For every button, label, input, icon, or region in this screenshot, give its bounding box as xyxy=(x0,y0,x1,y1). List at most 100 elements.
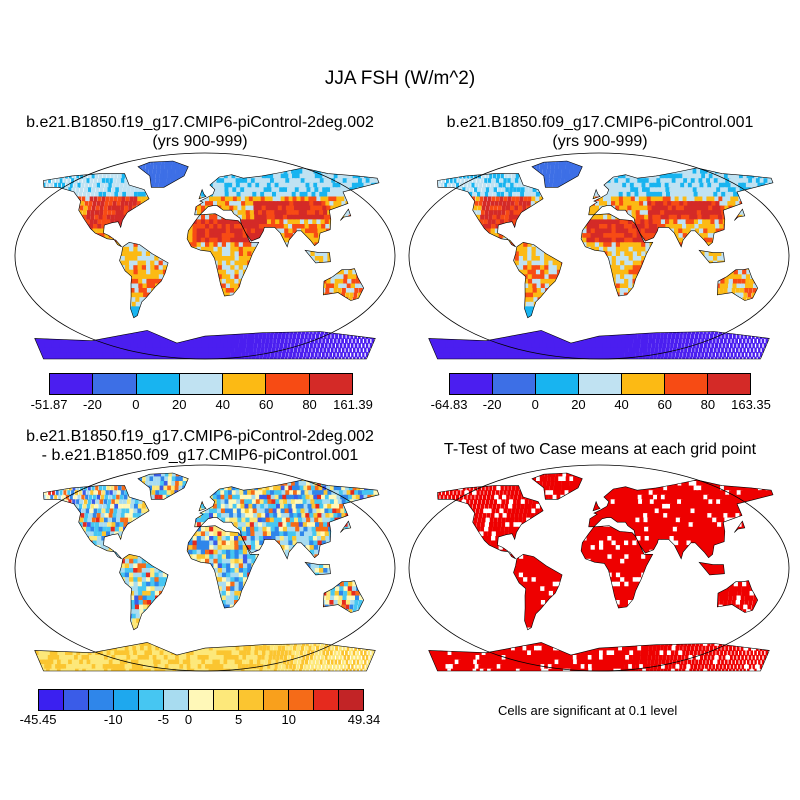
map-case2 xyxy=(408,152,790,360)
map-border xyxy=(14,464,396,672)
colorbar-swatch xyxy=(114,690,139,710)
colorbar-tick-label: 49.34 xyxy=(347,712,381,727)
colorbar-tick-label: 20 xyxy=(571,397,586,412)
coastline xyxy=(198,500,207,512)
colorbar-tick-label: 20 xyxy=(172,397,187,412)
colorbar-swatch xyxy=(665,374,708,394)
colorbar-swatch xyxy=(314,690,339,710)
coastline xyxy=(531,472,583,500)
colorbar-swatch xyxy=(493,374,536,394)
coastline xyxy=(513,241,563,319)
colorbar-tick-label: 60 xyxy=(657,397,672,412)
colorbar-swatch xyxy=(89,690,114,710)
map-ttest xyxy=(408,464,790,672)
panel-title-difference: b.e21.B1850.f19_g17.CMIP6-piControl-2deg… xyxy=(0,427,400,465)
coastline xyxy=(716,580,759,613)
figure-title: JJA FSH (W/m^2) xyxy=(324,68,476,89)
colorbar-swatch xyxy=(223,374,267,394)
panel-title-difference-line2: - b.e21.B1850.f09_g17.CMIP6-piControl.00… xyxy=(41,447,359,464)
colorbar-swatch xyxy=(536,374,579,394)
colorbar-tick-label: -20 xyxy=(83,397,102,412)
coastline xyxy=(531,160,583,188)
coastline xyxy=(34,330,376,360)
colorbar-tick-label: 40 xyxy=(215,397,230,412)
colorbar-tick-label: -20 xyxy=(482,397,502,412)
coastline xyxy=(698,249,725,264)
colorbar-swatch xyxy=(309,374,352,394)
coastline xyxy=(304,561,331,576)
colorbar-swatch xyxy=(164,690,189,710)
coastline xyxy=(137,160,189,188)
coastline xyxy=(137,472,189,500)
coastline xyxy=(698,561,725,576)
colorbar-tick-label: 0 xyxy=(531,397,539,412)
panel-title-ttest: T-Test of two Case means at each grid po… xyxy=(400,440,800,459)
colorbar-swatch xyxy=(64,690,89,710)
coastline xyxy=(513,553,563,631)
colorbar-tick-label: 0 xyxy=(184,712,193,727)
colorbar-swatch xyxy=(189,690,214,710)
coastline xyxy=(119,241,169,319)
coastline xyxy=(34,642,376,672)
coastline xyxy=(186,213,260,297)
colorbar-swatch xyxy=(179,374,224,394)
panel-title-case1-line2: (yrs 900-999) xyxy=(152,133,248,150)
coastline xyxy=(588,167,774,248)
panel-title-case2-line1: b.e21.B1850.f09_g17.CMIP6-piControl.001 xyxy=(446,114,754,131)
colorbar-case1 xyxy=(49,373,353,395)
colorbar-tick-label: 40 xyxy=(614,397,629,412)
coastline xyxy=(580,213,654,297)
coastline xyxy=(186,525,260,609)
significance-note: Cells are significant at 0.1 level xyxy=(498,703,678,718)
colorbar-tick-label: 80 xyxy=(302,397,317,412)
colorbar-swatch xyxy=(708,374,750,394)
coastline xyxy=(322,268,365,301)
coastline xyxy=(592,500,601,512)
coastline xyxy=(43,485,150,560)
colorbar-swatch xyxy=(239,690,264,710)
panel-title-ttest-line1: T-Test of two Case means at each grid po… xyxy=(443,441,757,458)
colorbar-swatch xyxy=(139,690,164,710)
colorbar-tick-label: 80 xyxy=(700,397,716,412)
colorbar-swatch xyxy=(50,374,94,394)
panel-title-difference-line1: b.e21.B1850.f19_g17.CMIP6-piControl-2deg… xyxy=(26,428,374,445)
coastline xyxy=(198,188,207,200)
map-border xyxy=(408,152,790,360)
map-border xyxy=(14,152,396,360)
coastline xyxy=(580,525,654,609)
coastline xyxy=(592,188,601,200)
coastline xyxy=(119,553,169,631)
colorbar-swatch xyxy=(264,690,289,710)
coastline xyxy=(428,330,770,360)
colorbar-swatch xyxy=(214,690,239,710)
colorbar-tick-label: 10 xyxy=(281,712,296,727)
coastline xyxy=(304,249,331,264)
colorbar-case2 xyxy=(449,373,751,395)
colorbar-tick-label: 5 xyxy=(234,712,243,727)
coastline xyxy=(716,268,759,301)
map-difference xyxy=(14,464,396,672)
map-border xyxy=(408,464,790,672)
coastline xyxy=(340,208,352,221)
colorbar-tick-label: 163.35 xyxy=(731,397,771,412)
colorbar-swatch xyxy=(39,690,64,710)
colorbar-difference xyxy=(38,689,364,711)
colorbar-swatch xyxy=(93,374,137,394)
coastline xyxy=(734,208,746,221)
coastline xyxy=(340,520,352,533)
coastline xyxy=(194,167,380,248)
coastline xyxy=(428,642,770,672)
coastline xyxy=(322,580,365,613)
colorbar-tick-label: 60 xyxy=(258,397,274,412)
coastline xyxy=(437,485,544,560)
colorbar-swatch xyxy=(266,374,310,394)
colorbar-tick-label: 0 xyxy=(132,397,140,412)
coastline xyxy=(43,173,150,248)
colorbar-tick-label: -64.83 xyxy=(430,397,468,412)
coastline xyxy=(734,520,746,533)
panel-title-case2-line2: (yrs 900-999) xyxy=(552,133,648,150)
colorbar-swatch xyxy=(622,374,665,394)
panel-title-case1: b.e21.B1850.f19_g17.CMIP6-piControl-2deg… xyxy=(0,113,400,151)
panel-title-case2: b.e21.B1850.f09_g17.CMIP6-piControl.001 … xyxy=(400,113,800,151)
colorbar-swatch xyxy=(289,690,314,710)
